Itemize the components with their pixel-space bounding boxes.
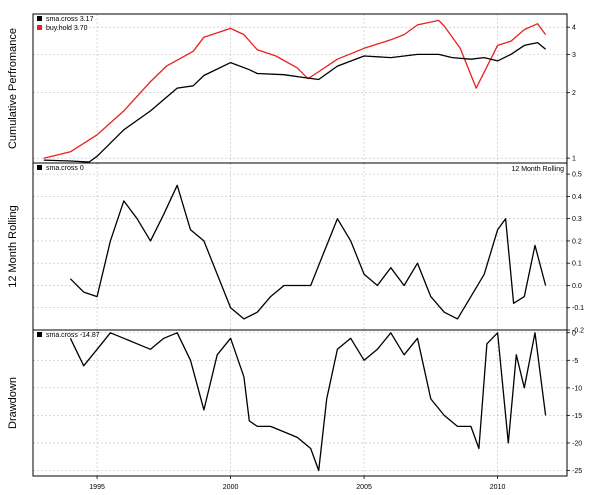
legend-label: sma.cross 0 (46, 165, 84, 172)
panel-3: 0 -5 -10 -15 -20 -25 Drawdown sma.cross -14.87 1… (7, 329, 582, 491)
y-tick-label: 0.5 (572, 172, 582, 179)
x-tick-label: 1995 (89, 484, 105, 491)
legend-label: sma.cross -14.87 (46, 332, 100, 339)
series-line-sma-cross (69, 184, 547, 320)
x-tick-label: 2005 (356, 484, 372, 491)
legend-label: buy.hold 3.70 (46, 25, 88, 32)
y-tick-label: -0.1 (572, 305, 584, 312)
legend-label: sma.cross 3.17 (46, 16, 94, 23)
panel-frame (32, 329, 568, 477)
panel-1: 1 2 3 4 Cumulative Perfromance sma.cross 3.17… (7, 13, 576, 164)
legend-swatch (37, 16, 42, 21)
y-tick-label: 2 (572, 90, 576, 97)
y-tick-label: -0.2 (572, 328, 584, 335)
y-tick-label: -25 (572, 468, 582, 475)
y-tick-label: 1 (572, 156, 576, 163)
y-tick-label: 4 (572, 25, 576, 32)
y-tick-label: 0.4 (572, 194, 582, 201)
y-axis-title: Drawdown (7, 377, 19, 429)
panel-frame (32, 162, 568, 331)
x-tick-label: 2000 (223, 484, 239, 491)
panel-title: 12 Month Rolling (511, 166, 564, 173)
y-tick-label: 0.0 (572, 283, 582, 290)
y-tick-label: 0 (572, 330, 576, 337)
y-tick-label: -20 (572, 440, 582, 447)
y-axis-title: 12 Month Rolling (7, 205, 19, 288)
y-tick-label: 0.3 (572, 216, 582, 223)
x-tick-label: 2010 (490, 484, 506, 491)
series-line-buy-hold (43, 19, 547, 159)
legend-swatch (37, 25, 42, 30)
legend-swatch (37, 332, 42, 337)
y-axis-title: Cumulative Perfromance (7, 28, 19, 149)
panel-2: -0.2 -0.1 0.0 0.1 0.2 0.3 0.4 0.5 12 Month Rolli… (7, 162, 584, 335)
series-line-sma-cross (43, 41, 547, 163)
y-tick-label: -10 (572, 385, 582, 392)
y-tick-label: 0.1 (572, 261, 582, 268)
y-tick-label: -5 (572, 358, 578, 365)
legend-swatch (37, 165, 42, 170)
y-tick-label: 3 (572, 52, 576, 59)
y-tick-label: 0.2 (572, 238, 582, 245)
y-tick-label: -15 (572, 413, 582, 420)
series-line-sma-cross (69, 332, 547, 472)
